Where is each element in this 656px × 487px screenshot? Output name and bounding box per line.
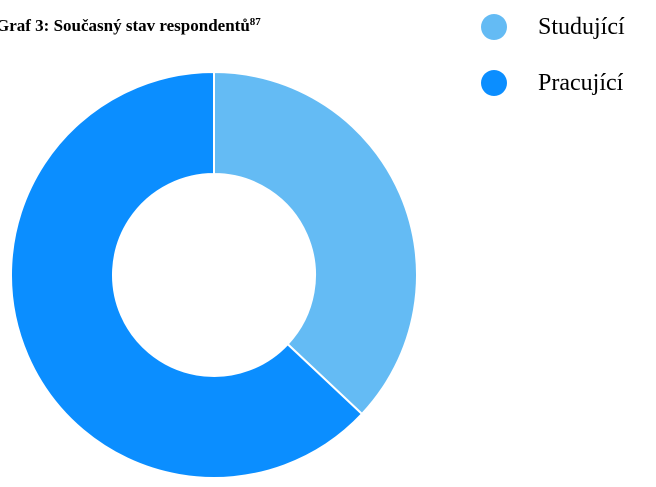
legend-label-studujici: Studující: [538, 14, 625, 40]
legend-label-pracujici: Pracující: [538, 70, 624, 96]
title-footnote-marker: 87: [249, 16, 261, 28]
donut-slice-studujici: [213, 71, 418, 415]
legend-swatch-studujici: [481, 14, 507, 40]
chart-title: Graf 3: Současný stav respondentů87: [0, 16, 261, 36]
chart-title-text: Graf 3: Současný stav respondentů: [0, 16, 250, 35]
legend-swatch-pracujici: [481, 70, 507, 96]
chart-legend: Studující Pracující: [481, 10, 625, 122]
legend-item-studujici: Studující: [481, 10, 625, 44]
legend-item-pracujici: Pracující: [481, 66, 625, 100]
donut-slice-pracujici: [10, 71, 363, 479]
